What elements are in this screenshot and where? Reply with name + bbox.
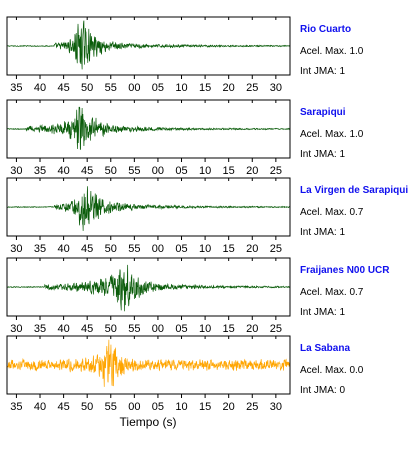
station-name: La Virgen de Sarapiqui	[300, 185, 408, 196]
x-tick-label: 45	[57, 401, 69, 413]
x-tick-label: 15	[223, 243, 235, 255]
station-name: Sarapiqui	[300, 107, 346, 118]
seismogram-panels: 35 40 45 50 55 00 05 10 15 20 25 30 Rio Cuarto Acel. …	[6, 16, 408, 413]
x-tick-label: 05	[152, 82, 164, 94]
x-tick-label: 25	[246, 401, 258, 413]
x-tick-label: 10	[175, 401, 187, 413]
jma-intensity: Int JMA: 0	[300, 385, 345, 396]
x-tick-label: 30	[270, 82, 282, 94]
x-tick-label: 40	[34, 82, 46, 94]
waveform-trace	[7, 106, 290, 150]
panel-frame	[6, 335, 291, 395]
x-tick-label: 45	[81, 165, 93, 177]
x-tick-label: 15	[199, 401, 211, 413]
x-tick-label: 00	[152, 243, 164, 255]
x-tick-label: 50	[105, 243, 117, 255]
x-tick-label: 05	[175, 165, 187, 177]
x-tick-label: 55	[128, 165, 140, 177]
x-tick-label: 25	[270, 323, 282, 335]
x-tick-label: 50	[105, 323, 117, 335]
x-tick-label: 40	[57, 243, 69, 255]
x-tick-label: 15	[223, 165, 235, 177]
x-tick-label: 55	[128, 323, 140, 335]
station-name: Rio Cuarto	[300, 24, 351, 35]
jma-intensity: Int JMA: 1	[300, 227, 345, 238]
peak-acceleration: Acel. Max. 0.0	[300, 365, 364, 376]
x-tick-label: 55	[105, 82, 117, 94]
x-tick-label: 20	[223, 82, 235, 94]
x-tick-label: 50	[81, 401, 93, 413]
panel-frame	[6, 99, 291, 159]
seismogram-panel: 30 35 40 45 50 55 00 05 10 15 20 25 La Virgen de Sar…	[6, 177, 408, 255]
x-tick-label: 00	[128, 401, 140, 413]
x-tick-label: 10	[199, 323, 211, 335]
x-tick-label: 20	[223, 401, 235, 413]
seismogram-panel: 30 35 40 45 50 55 00 05 10 15 20 25 Sarapiqui Acel. M…	[6, 99, 364, 177]
x-tick-label: 40	[57, 165, 69, 177]
x-tick-label: 30	[10, 243, 22, 255]
x-tick-label: 10	[175, 82, 187, 94]
x-tick-label: 10	[199, 165, 211, 177]
x-tick-label: 05	[175, 323, 187, 335]
x-tick-label: 55	[105, 401, 117, 413]
panel-frame	[6, 16, 291, 76]
x-tick-label: 35	[10, 82, 22, 94]
x-tick-label: 30	[10, 323, 22, 335]
x-tick-label: 15	[223, 323, 235, 335]
jma-intensity: Int JMA: 1	[300, 149, 345, 160]
x-tick-label: 35	[10, 401, 22, 413]
x-tick-label: 55	[128, 243, 140, 255]
x-tick-label: 50	[105, 165, 117, 177]
seismogram-panel: 35 40 45 50 55 00 05 10 15 20 25 30 La Sabana Acel. M…	[6, 335, 364, 413]
seismogram-panel: 35 40 45 50 55 00 05 10 15 20 25 30 Rio Cuarto Acel. …	[6, 16, 364, 94]
x-tick-label: 25	[270, 243, 282, 255]
peak-acceleration: Acel. Max. 1.0	[300, 46, 364, 57]
x-axis-label: Tiempo (s)	[120, 415, 177, 429]
x-tick-label: 35	[34, 323, 46, 335]
x-tick-label: 30	[270, 401, 282, 413]
jma-intensity: Int JMA: 1	[300, 66, 345, 77]
x-tick-label: 45	[81, 243, 93, 255]
x-tick-label: 40	[57, 323, 69, 335]
x-tick-label: 20	[246, 165, 258, 177]
x-tick-label: 00	[128, 82, 140, 94]
peak-acceleration: Acel. Max. 1.0	[300, 129, 364, 140]
peak-acceleration: Acel. Max. 0.7	[300, 207, 364, 218]
waveform-trace	[7, 264, 290, 312]
x-tick-label: 05	[152, 401, 164, 413]
x-tick-label: 05	[175, 243, 187, 255]
x-tick-label: 20	[246, 323, 258, 335]
x-tick-label: 35	[34, 243, 46, 255]
x-tick-label: 30	[10, 165, 22, 177]
x-tick-label: 45	[81, 323, 93, 335]
x-tick-label: 00	[152, 165, 164, 177]
station-name: Fraijanes N00 UCR	[300, 265, 390, 276]
x-tick-label: 20	[246, 243, 258, 255]
waveform-trace	[7, 339, 290, 387]
x-tick-label: 25	[270, 165, 282, 177]
waveform-trace	[7, 20, 290, 70]
waveform-trace	[7, 186, 290, 231]
jma-intensity: Int JMA: 1	[300, 307, 345, 318]
x-tick-label: 40	[34, 401, 46, 413]
x-tick-label: 00	[152, 323, 164, 335]
x-tick-label: 35	[34, 165, 46, 177]
x-tick-label: 45	[57, 82, 69, 94]
x-tick-label: 15	[199, 82, 211, 94]
x-tick-label: 10	[199, 243, 211, 255]
panel-frame	[6, 257, 291, 317]
x-tick-label: 25	[246, 82, 258, 94]
station-name: La Sabana	[300, 343, 350, 354]
panel-frame	[6, 177, 291, 237]
x-tick-label: 50	[81, 82, 93, 94]
seismogram-panel: 30 35 40 45 50 55 00 05 10 15 20 25 Fraijanes N00 UC…	[6, 257, 390, 335]
peak-acceleration: Acel. Max. 0.7	[300, 287, 364, 298]
